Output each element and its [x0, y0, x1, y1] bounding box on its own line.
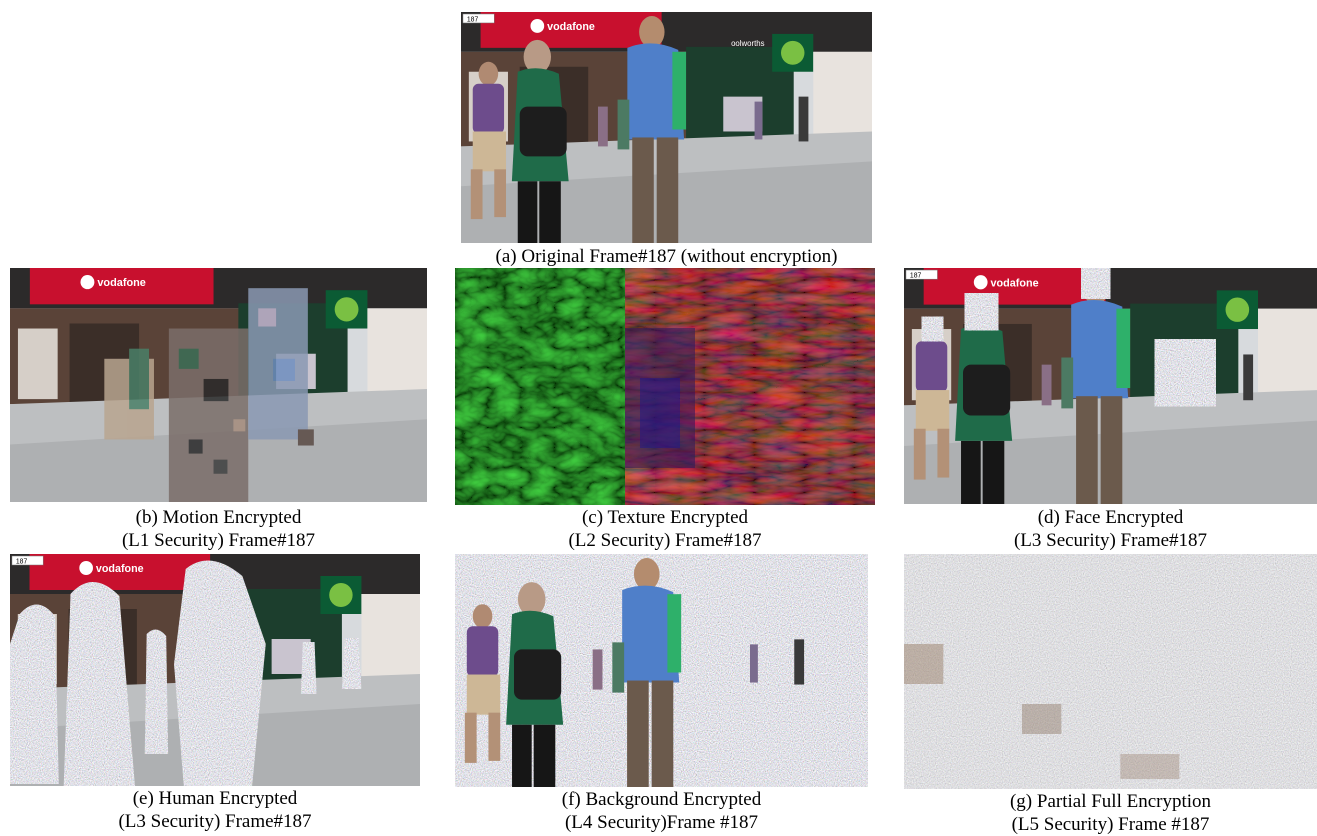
caption-f-line1: (f) Background Encrypted	[561, 789, 762, 810]
caption-c-line2: (L2 Security) Frame#187	[568, 530, 762, 551]
frame-counter: 187	[467, 16, 479, 23]
frame-texture-encrypted	[455, 268, 875, 505]
svg-text:187: 187	[910, 273, 922, 280]
caption-g-line2: (L5 Security) Frame #187	[1011, 814, 1210, 835]
svg-text:vodafone: vodafone	[96, 563, 144, 575]
caption-c-line1: (c) Texture Encrypted	[581, 507, 749, 528]
svg-text:vodafone: vodafone	[991, 277, 1039, 289]
brand-sign: vodafone	[547, 21, 595, 33]
caption-a-line1: (a) Original Frame#187 (without encrypti…	[495, 246, 838, 267]
caption-e-line1: (e) Human Encrypted	[132, 788, 298, 809]
caption-d-line2: (L3 Security) Frame#187	[1013, 530, 1208, 551]
frame-background-encrypted	[455, 554, 868, 787]
frame-motion-encrypted: vodafone	[10, 268, 427, 502]
caption-g-line1: (g) Partial Full Encryption	[1009, 791, 1212, 812]
caption-e-line2: (L3 Security) Frame#187	[118, 811, 312, 832]
svg-text:187: 187	[16, 558, 28, 565]
svg-text:vodafone: vodafone	[97, 277, 146, 289]
caption-b-line2: (L1 Security) Frame#187	[121, 530, 316, 551]
background-encrypted-image	[455, 554, 868, 787]
frame-partial-full-encryption	[904, 554, 1317, 789]
caption-f-line2: (L4 Security)Frame #187	[564, 812, 759, 833]
frame-original: 187 vodafone oolworths	[461, 12, 872, 243]
frame-human-encrypted: 187 vodafone	[10, 554, 420, 786]
human-encrypted-image: 187 vodafone	[10, 554, 420, 786]
face-encrypted-image: 187 vodafone	[904, 268, 1317, 504]
mall-scene-image: 187 vodafone oolworths	[461, 12, 872, 243]
caption-b-line1: (b) Motion Encrypted	[135, 507, 302, 528]
caption-d-line1: (d) Face Encrypted	[1037, 507, 1184, 528]
motion-encrypted-image: vodafone	[10, 268, 427, 502]
partial-full-encryption-image	[904, 554, 1317, 789]
frame-face-encrypted: 187 vodafone	[904, 268, 1317, 504]
store-sign: oolworths	[731, 39, 764, 48]
texture-encrypted-image	[455, 268, 875, 505]
